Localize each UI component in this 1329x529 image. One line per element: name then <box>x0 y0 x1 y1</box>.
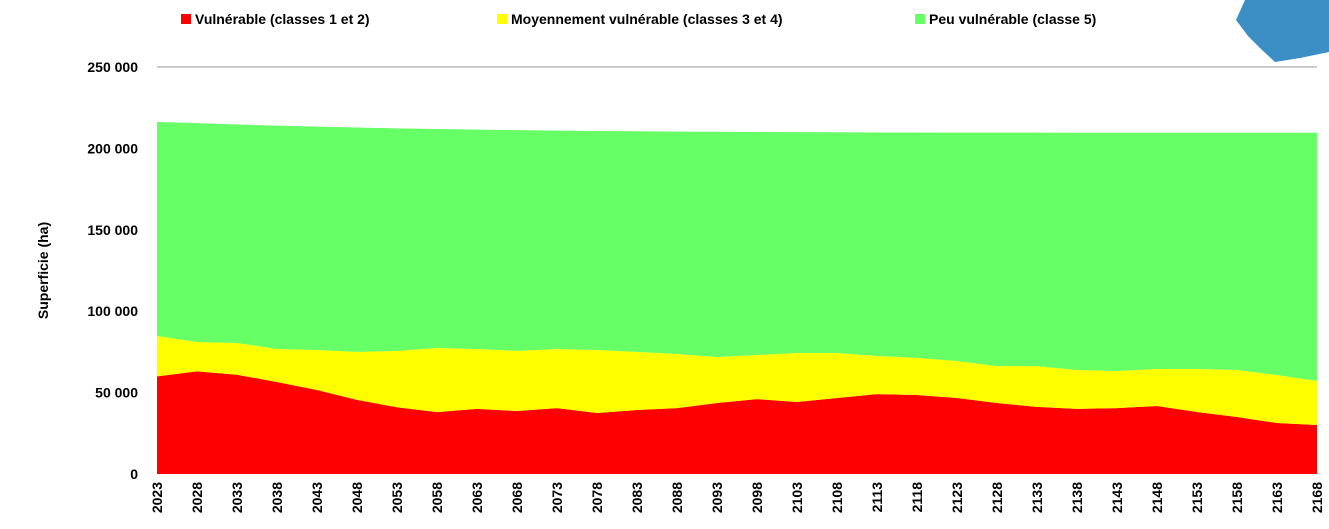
x-tick-label: 2153 <box>1189 482 1205 513</box>
x-tick-label: 2088 <box>669 482 685 513</box>
x-tick-label: 2103 <box>789 482 805 513</box>
x-tick-label: 2158 <box>1229 482 1245 513</box>
legend-label: Moyennement vulnérable (classes 3 et 4) <box>511 11 783 27</box>
x-tick-label: 2053 <box>389 482 405 513</box>
x-tick-label: 2113 <box>869 482 885 513</box>
x-tick-label: 2123 <box>949 482 965 513</box>
y-tick-label: 100 000 <box>87 303 138 319</box>
x-tick-label: 2063 <box>469 482 485 513</box>
area <box>157 335 1317 425</box>
y-tick-label: 150 000 <box>87 222 138 238</box>
x-tick-label: 2138 <box>1069 482 1085 513</box>
y-tick-label: 0 <box>130 466 138 482</box>
x-tick-label: 2078 <box>589 482 605 513</box>
y-tick-label: 250 000 <box>87 59 138 75</box>
x-tick-label: 2168 <box>1309 482 1325 513</box>
x-tick-label: 2133 <box>1029 482 1045 513</box>
x-tick-label: 2143 <box>1109 482 1125 513</box>
area <box>157 371 1317 474</box>
x-tick-label: 2148 <box>1149 482 1165 513</box>
x-tick-label: 2073 <box>549 482 565 513</box>
x-tick-label: 2118 <box>909 482 925 513</box>
legend-swatch <box>915 14 925 24</box>
x-tick-label: 2028 <box>189 482 205 513</box>
x-tick-label: 2033 <box>229 482 245 513</box>
x-tick-label: 2058 <box>429 482 445 513</box>
x-tick-label: 2098 <box>749 482 765 513</box>
x-tick-label: 2043 <box>309 482 325 513</box>
x-tick-label: 2083 <box>629 482 645 513</box>
x-tick-label: 2023 <box>149 482 165 513</box>
y-tick-label: 200 000 <box>87 140 138 156</box>
legend-label: Vulnérable (classes 1 et 2) <box>195 11 370 27</box>
y-axis-title: Superficie (ha) <box>35 222 51 319</box>
x-tick-label: 2068 <box>509 482 525 513</box>
x-tick-label: 2163 <box>1269 482 1285 513</box>
x-tick-label: 2108 <box>829 482 845 513</box>
x-tick-label: 2128 <box>989 482 1005 513</box>
legend-swatch <box>497 14 507 24</box>
x-tick-label: 2093 <box>709 482 725 513</box>
y-tick-label: 50 000 <box>95 385 138 401</box>
x-tick-label: 2038 <box>269 482 285 513</box>
map-icon <box>1236 0 1329 62</box>
legend-swatch <box>181 14 191 24</box>
area <box>157 122 1317 382</box>
x-tick-label: 2048 <box>349 482 365 513</box>
legend-label: Peu vulnérable (classe 5) <box>929 11 1096 27</box>
